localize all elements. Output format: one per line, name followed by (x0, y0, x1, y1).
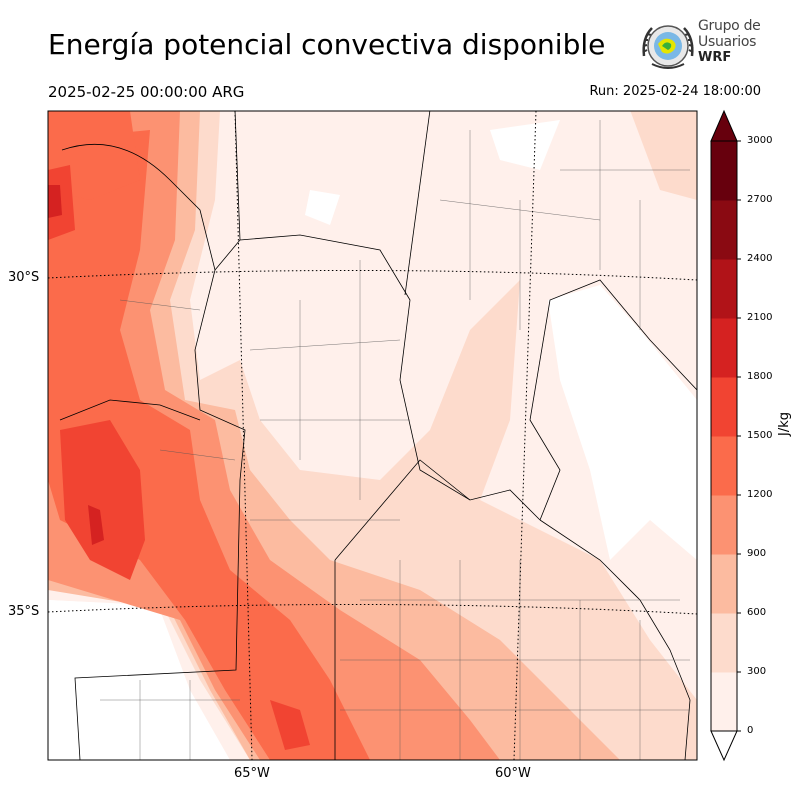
colorbar-tick-label: 2100 (747, 312, 773, 323)
map-frame (47, 110, 698, 761)
lat-label-30s: 30°S (8, 270, 40, 285)
colorbar-unit: J/kg (777, 412, 792, 436)
colorbar-segment (711, 259, 737, 319)
valid-time: 2025-02-25 00:00:00 ARG (48, 83, 245, 101)
graticule (48, 111, 697, 760)
colorbar-tick-label: 1500 (747, 430, 773, 441)
colorbar-tick-label: 2400 (747, 253, 773, 264)
colorbar-segment (711, 672, 737, 732)
cape-field (48, 111, 697, 760)
lon-label-65w: 65°W (234, 766, 270, 781)
colorbar-segment (711, 436, 737, 496)
colorbar-tick-label: 300 (747, 666, 767, 677)
colorbar-tick-label: 1800 (747, 371, 773, 382)
lon-label-60w: 60°W (495, 766, 531, 781)
gu-wrf-logo: Grupo de Usuarios WRF (638, 16, 768, 72)
map-title: Energía potencial convectiva disponible (48, 28, 606, 61)
colorbar-segment (711, 200, 737, 260)
colorbar-tick-label: 900 (747, 548, 767, 559)
logo-line3: WRF (698, 50, 732, 65)
logo-line2: Usuarios (698, 34, 757, 50)
colorbar-extend-min (710, 730, 738, 762)
colorbar (710, 109, 741, 762)
logo-line1: Grupo de (698, 18, 761, 34)
colorbar-segment (711, 141, 737, 201)
colorbar-tick-label: 3000 (747, 135, 773, 146)
run-time: Run: 2025-02-24 18:00:00 (589, 84, 761, 99)
colorbar-tick-label: 1200 (747, 489, 773, 500)
political-borders (59, 111, 697, 760)
colorbar-segment (711, 495, 737, 555)
colorbar-segment (711, 554, 737, 614)
colorbar-tick-label: 2700 (747, 194, 773, 205)
lat-label-35s: 35°S (8, 604, 40, 619)
colorbar-segment (711, 318, 737, 378)
colorbar-segment (711, 377, 737, 437)
colorbar-tick-label: 600 (747, 607, 767, 618)
colorbar-segment (711, 613, 737, 673)
colorbar-extend-max (710, 109, 738, 142)
colorbar-tick-label: 0 (747, 725, 754, 736)
globe-logo-icon (642, 25, 694, 69)
